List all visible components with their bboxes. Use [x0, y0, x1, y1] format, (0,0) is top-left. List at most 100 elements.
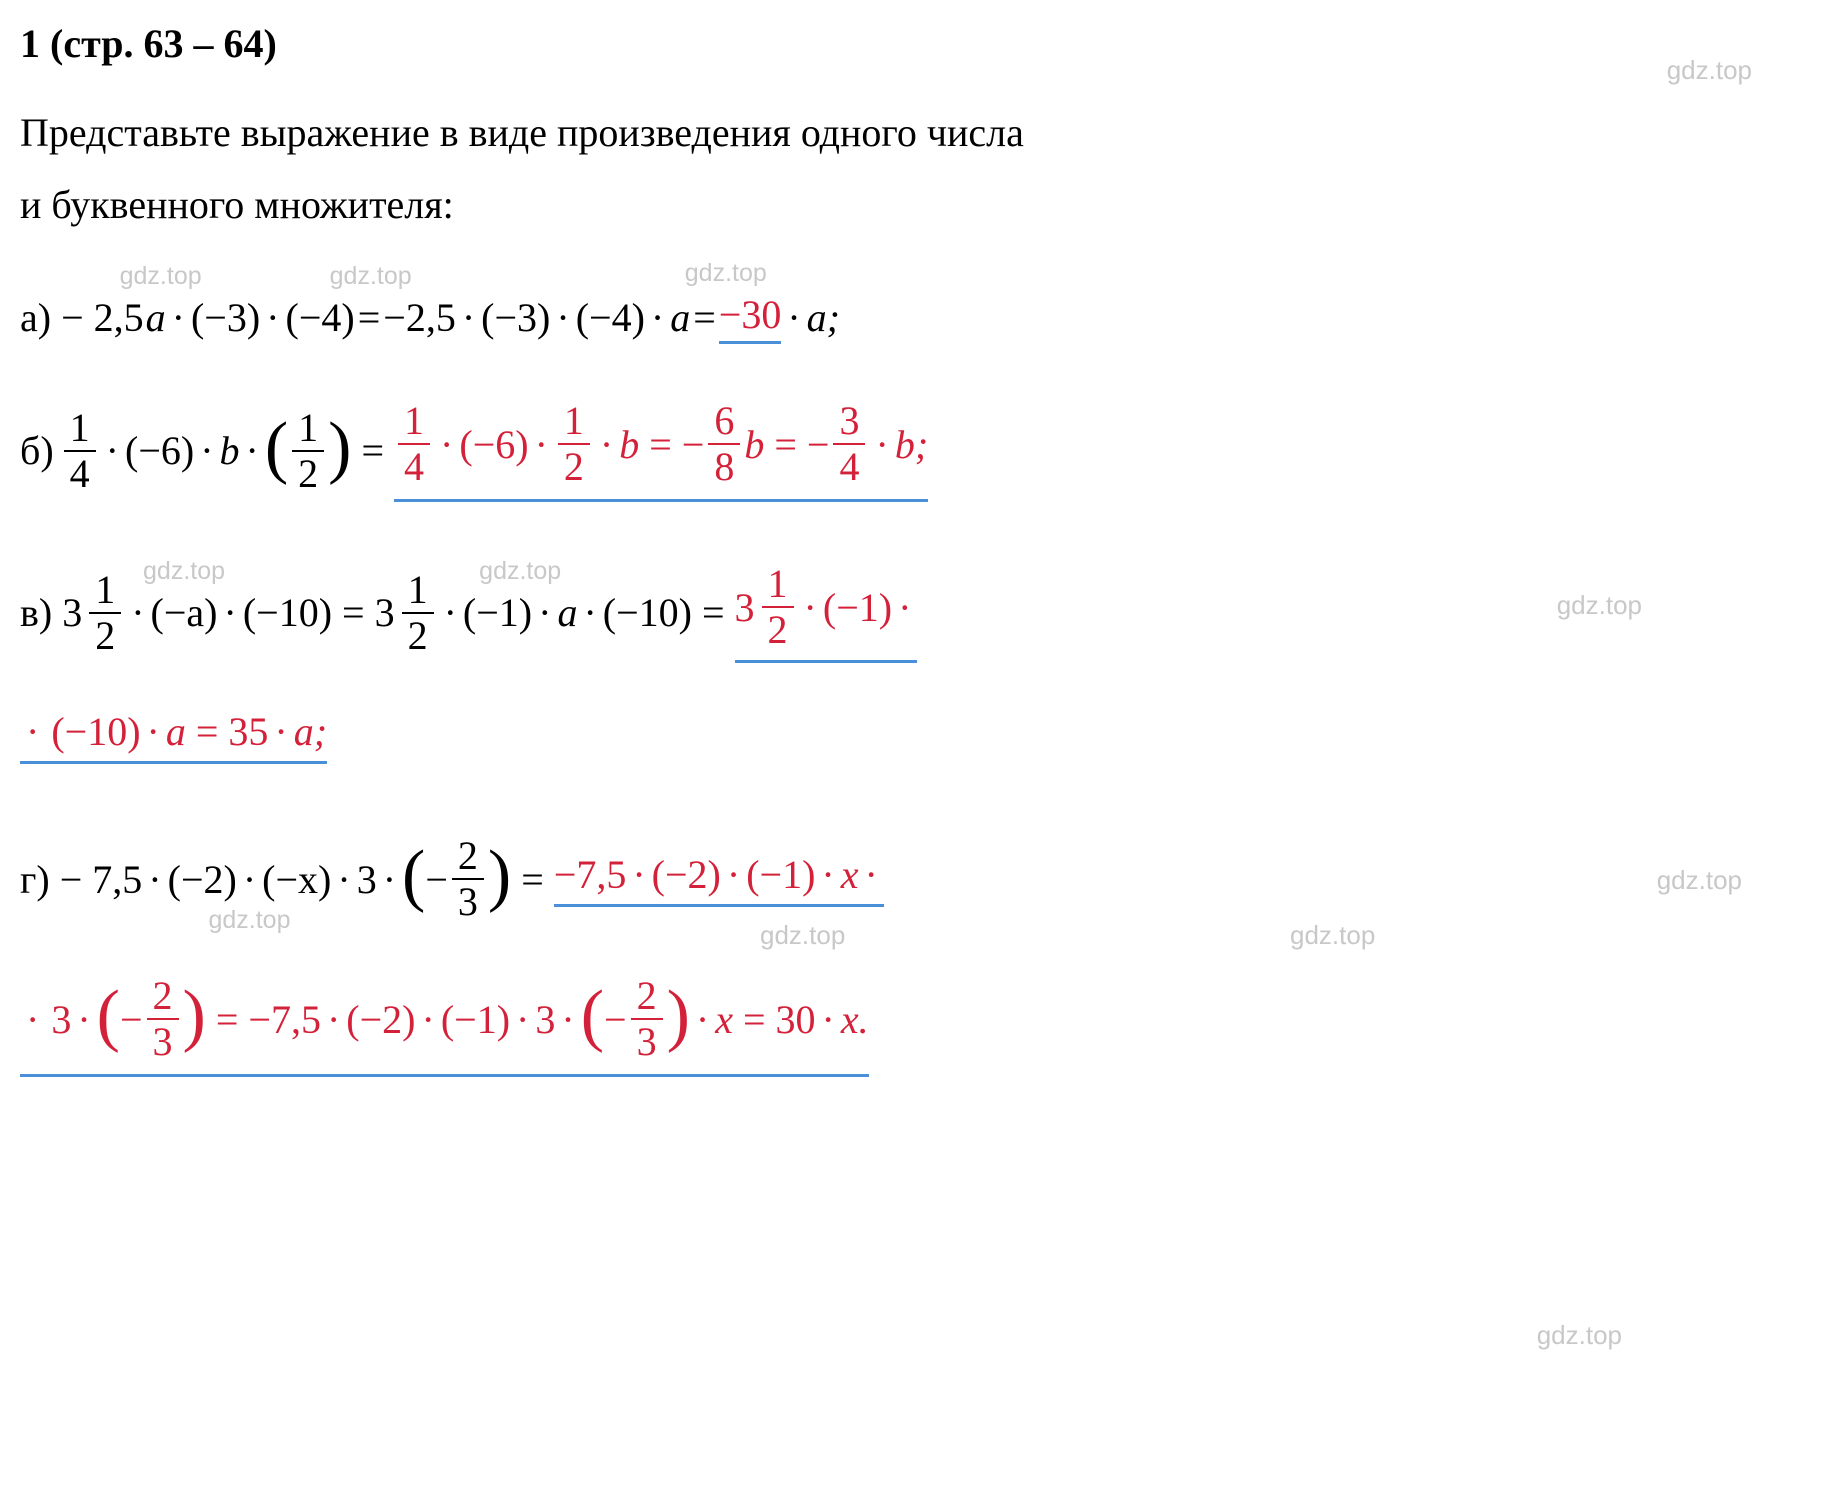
- a-midv: a: [670, 294, 690, 341]
- line-a: а) gdz.top − 2,5 a · (−3) · gdz.top (−4)…: [20, 291, 1762, 344]
- b-m2f: 3 4: [833, 399, 865, 489]
- d-frac: 2 3: [452, 834, 484, 924]
- gdz-c-2: gdz.top (−1) · a: [463, 589, 578, 636]
- label-c: в): [20, 589, 52, 636]
- line-c-1: в) 3 1 2 · gdz.top (−a) · (−10) = 3 1 2 …: [20, 562, 1762, 663]
- a-mid2: (−3): [481, 294, 550, 341]
- den: 2: [402, 614, 434, 658]
- b-m2s: −: [807, 421, 830, 468]
- num: 6: [708, 399, 740, 445]
- c-mixed1: 3 1 2: [62, 568, 125, 658]
- prompt-line1: Представьте выражение в виде произведени…: [20, 110, 1024, 155]
- d-rp2: (−2): [652, 851, 721, 898]
- den: 4: [64, 452, 96, 496]
- d-p3: (−x): [262, 856, 331, 903]
- b-m1f: 6 8: [708, 399, 740, 489]
- d-l2p1: 3: [51, 996, 71, 1043]
- line-d-1: г) − 7,5 · gdz.top (−2) · (−x) · 3 · ( −…: [20, 834, 1762, 924]
- c-ans-p1: 3 1 2 · (−1) ·: [735, 562, 918, 663]
- den: 2: [292, 452, 324, 496]
- d-p1: − 7,5: [60, 856, 143, 903]
- gdz-c-1: gdz.top (−a): [151, 589, 218, 636]
- num: 1: [398, 399, 430, 445]
- d-mp4: 3: [535, 996, 555, 1043]
- b-rf1: 1 4: [398, 399, 430, 489]
- a-tail: a;: [807, 294, 840, 341]
- prompt-line2: и буквенного множителя:: [20, 182, 454, 227]
- den: 3: [452, 880, 484, 924]
- wm: gdz.top: [479, 557, 561, 586]
- num: 2: [147, 974, 179, 1020]
- a-lhs3: (−4): [286, 294, 355, 341]
- num: 1: [64, 406, 96, 452]
- c-mixed2: 3 1 2: [375, 568, 438, 658]
- num: 1: [558, 399, 590, 445]
- b-var: b: [220, 427, 240, 474]
- d-fs: −: [425, 856, 448, 903]
- d-p2: (−2): [168, 856, 237, 903]
- b-rv: b: [619, 421, 639, 468]
- num: 1: [89, 568, 121, 614]
- gdz-d-1: gdz.top (−2) · (−x): [168, 856, 332, 903]
- line-c-2: · (−10) · a = 35 · a;: [20, 708, 1762, 764]
- d-mf: 2 3: [631, 974, 663, 1064]
- wm: gdz.top: [143, 557, 225, 586]
- c-l2v: a: [166, 708, 186, 755]
- num: 1: [402, 568, 434, 614]
- den: 3: [631, 1020, 663, 1064]
- c-l2dot: ·: [26, 708, 39, 755]
- c-l2res: 35: [228, 708, 268, 755]
- d-res: 30: [776, 996, 816, 1043]
- a-lhs1: − 2,5: [61, 294, 144, 341]
- gdz-a-2: gdz.top (−4) = −2,5: [286, 294, 456, 341]
- whole: 3: [375, 589, 395, 636]
- c-l2p: (−10): [51, 708, 140, 755]
- d-mfs: −: [604, 996, 627, 1043]
- den: 2: [558, 445, 590, 489]
- c-mv: a: [557, 589, 577, 636]
- den: 8: [708, 445, 740, 489]
- d-rp3: (−1): [746, 851, 815, 898]
- c-mp1: (−1): [463, 589, 532, 636]
- wm: gdz.top: [208, 906, 290, 935]
- d-l2fs: −: [120, 996, 143, 1043]
- gdz-a-1: gdz.top − 2,5 a · (−3): [61, 294, 260, 341]
- wm: gdz.top: [685, 259, 767, 288]
- c-rp1: (−1): [823, 584, 892, 631]
- c-mp2: (−10): [603, 589, 692, 636]
- label-a: а): [20, 294, 51, 341]
- c-pb: (−10): [243, 589, 332, 636]
- d-mp3: (−1): [441, 996, 510, 1043]
- b-rp2: (−6): [459, 421, 528, 468]
- watermark: gdz.top: [760, 920, 845, 951]
- a-var: a: [146, 294, 166, 341]
- num: 3: [833, 399, 865, 445]
- b-p2: (−6): [125, 427, 194, 474]
- gdz-a-3: gdz.top a = −30: [670, 291, 781, 344]
- label-b: б): [20, 427, 54, 474]
- num: 2: [452, 834, 484, 880]
- den: 4: [833, 445, 865, 489]
- d-rp1: −7,5: [554, 851, 627, 898]
- line-d-2: · 3 · ( − 2 3 ) = −7,5 · (−2) · (−1) · 3…: [20, 974, 1762, 1077]
- b-m2v: b;: [895, 421, 928, 468]
- d-ans-p1: −7,5 · (−2) · (−1) · x ·: [554, 851, 884, 907]
- whole: 3: [735, 584, 755, 631]
- wm: gdz.top: [330, 262, 412, 291]
- b-frac2: 1 2: [292, 406, 324, 496]
- c-rmixed: 3 1 2: [735, 562, 798, 652]
- prompt: Представьте выражение в виде произведени…: [20, 97, 1762, 241]
- d-p4: 3: [357, 856, 377, 903]
- line-b: б) 1 4 · (−6) · b · ( 1 2 ) = 1 4 · (−6)…: [20, 399, 1762, 502]
- a-mid3: (−4): [576, 294, 645, 341]
- c-ans-p2: · (−10) · a = 35 · a;: [20, 708, 327, 764]
- c-pa: (−a): [151, 589, 218, 636]
- a-answer: −30: [719, 291, 782, 344]
- b-m1v: b: [744, 421, 764, 468]
- label-d: г): [20, 856, 50, 903]
- eq: =: [361, 427, 384, 474]
- d-ans-p2: · 3 · ( − 2 3 ) = −7,5 · (−2) · (−1) · 3…: [20, 974, 869, 1077]
- den: 2: [89, 614, 121, 658]
- den: 2: [762, 608, 794, 652]
- d-mp2: (−2): [346, 996, 415, 1043]
